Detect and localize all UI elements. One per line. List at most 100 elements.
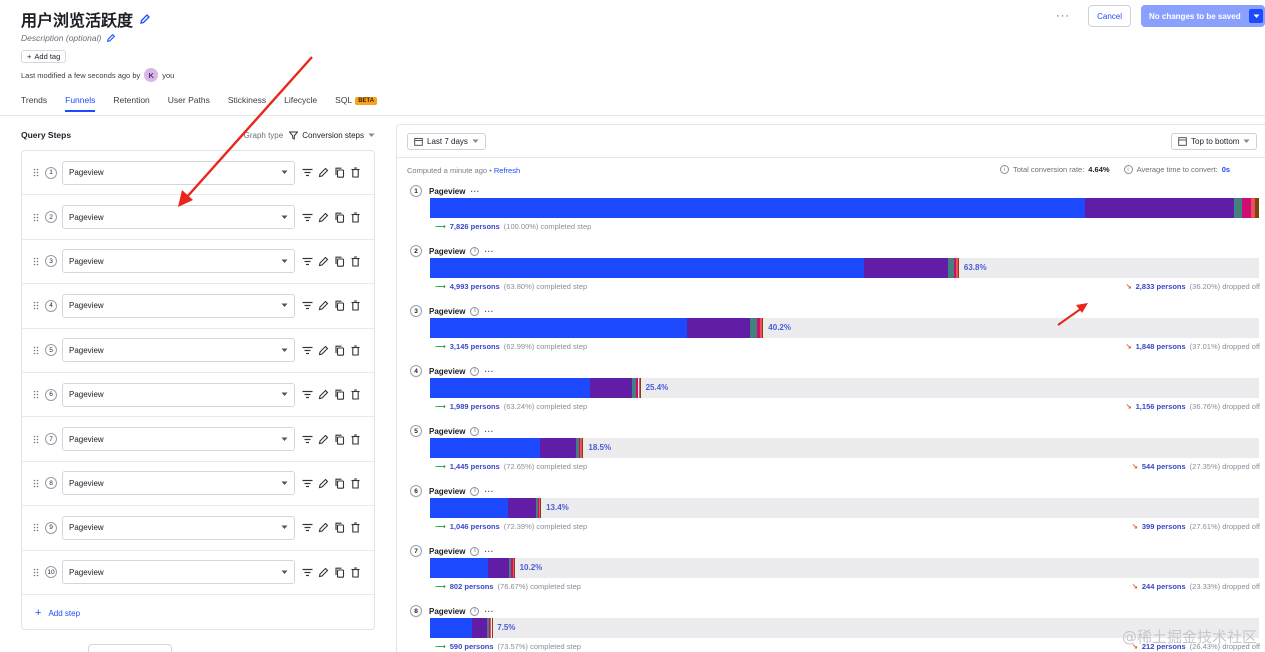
funnel-bar-segment[interactable] [538, 498, 540, 518]
edit-icon[interactable] [318, 522, 329, 533]
completed-persons[interactable]: 1,046 persons [449, 522, 500, 531]
edit-icon[interactable] [318, 345, 329, 356]
edit-icon[interactable] [318, 478, 329, 489]
edit-icon[interactable] [318, 434, 329, 445]
info-icon[interactable]: i [470, 606, 480, 616]
filter-icon[interactable] [302, 212, 313, 223]
dropped-persons[interactable]: 244 persons [1141, 582, 1186, 591]
funnel-bar-segment[interactable] [632, 378, 637, 398]
funnel-bar-segment[interactable] [636, 378, 639, 398]
funnel-bar-segment[interactable] [430, 558, 488, 578]
trash-icon[interactable] [350, 478, 361, 489]
filter-icon[interactable] [302, 300, 313, 311]
step-more-icon[interactable]: ··· [484, 246, 494, 256]
completed-persons[interactable]: 1,989 persons [449, 402, 500, 411]
funnel-bar-segment[interactable] [535, 498, 538, 518]
more-options-icon[interactable]: ··· [1056, 10, 1071, 22]
tab-stickiness[interactable]: Stickiness [227, 95, 267, 105]
dropped-persons[interactable]: 212 persons [1141, 642, 1186, 651]
funnel-bar-segment[interactable] [956, 258, 958, 278]
funnel-bar-segment[interactable] [578, 438, 581, 458]
edit-icon[interactable] [318, 389, 329, 400]
trash-icon[interactable] [350, 300, 361, 311]
step-more-icon[interactable]: ··· [484, 306, 494, 316]
edit-icon[interactable] [318, 300, 329, 311]
info-icon[interactable]: i [1123, 165, 1133, 174]
funnel-bar-segment[interactable] [575, 438, 579, 458]
dropped-persons[interactable]: 1,848 persons [1135, 342, 1186, 351]
add-step-button[interactable]: + Add step [35, 607, 80, 619]
filter-icon[interactable] [302, 478, 313, 489]
duplicate-icon[interactable] [334, 522, 345, 534]
funnel-bar-segment[interactable] [749, 318, 757, 338]
tab-lifecycle[interactable]: Lifecycle [284, 95, 318, 105]
step-more-icon[interactable]: ··· [484, 486, 494, 496]
step-more-icon[interactable]: ··· [484, 366, 494, 376]
drag-handle-icon[interactable] [33, 168, 39, 177]
funnel-bar-segment[interactable] [957, 258, 959, 278]
filter-icon[interactable] [302, 567, 313, 578]
edit-icon[interactable] [318, 212, 329, 223]
info-icon[interactable]: i [470, 486, 480, 496]
trash-icon[interactable] [350, 256, 361, 267]
funnel-bar-segment[interactable] [540, 498, 542, 518]
trash-icon[interactable] [350, 212, 361, 223]
funnel-bar-segment[interactable] [590, 378, 633, 398]
duplicate-icon[interactable] [334, 478, 345, 489]
edit-title-icon[interactable] [139, 13, 151, 25]
edit-description-icon[interactable] [106, 33, 116, 43]
info-icon[interactable]: i [470, 246, 480, 256]
event-select[interactable]: Pageview [62, 427, 295, 452]
date-range-select[interactable]: Last 7 days [407, 133, 486, 150]
trash-icon[interactable] [350, 567, 361, 578]
step-more-icon[interactable]: ··· [470, 186, 480, 196]
edit-icon[interactable] [318, 167, 329, 178]
filter-icon[interactable] [302, 389, 313, 400]
funnel-bar-segment[interactable] [430, 258, 864, 278]
info-icon[interactable]: i [470, 546, 480, 556]
bottom-control[interactable] [88, 644, 172, 652]
info-icon[interactable]: i [470, 306, 480, 316]
trash-icon[interactable] [350, 167, 361, 178]
dropped-persons[interactable]: 2,833 persons [1135, 282, 1186, 291]
refresh-link[interactable]: Refresh [493, 166, 521, 175]
completed-persons[interactable]: 4,993 persons [449, 282, 500, 291]
trash-icon[interactable] [350, 433, 361, 445]
drag-handle-icon[interactable] [33, 301, 39, 310]
filter-icon[interactable] [302, 522, 313, 533]
funnel-bar-segment[interactable] [430, 198, 1085, 218]
step-more-icon[interactable]: ··· [484, 546, 494, 556]
step-more-icon[interactable]: ··· [484, 426, 494, 436]
event-select[interactable]: Pageview [62, 160, 295, 185]
step-more-icon[interactable]: ··· [484, 606, 494, 616]
funnel-bar-segment[interactable] [513, 558, 515, 578]
event-select[interactable]: Pageview [62, 471, 295, 496]
tab-retention[interactable]: Retention [113, 95, 150, 105]
funnel-bar-segment[interactable] [1242, 198, 1251, 218]
funnel-bar-segment[interactable] [639, 378, 641, 398]
add-tag-button[interactable]: + Add tag [21, 50, 67, 63]
insight-title[interactable]: 用户浏览活跃度 [21, 11, 134, 30]
funnel-bar-segment[interactable] [537, 498, 539, 518]
trash-icon[interactable] [350, 522, 361, 533]
description-placeholder[interactable]: Description (optional) [21, 33, 102, 43]
funnel-bar-segment[interactable] [491, 618, 493, 638]
drag-handle-icon[interactable] [33, 257, 39, 266]
info-icon[interactable]: i [470, 426, 480, 436]
dropped-persons[interactable]: 1,156 persons [1135, 402, 1186, 411]
event-select[interactable]: Pageview [62, 515, 295, 540]
funnel-bar-segment[interactable] [759, 318, 762, 338]
funnel-bar-segment[interactable] [1234, 198, 1243, 218]
duplicate-icon[interactable] [334, 567, 345, 578]
filter-icon[interactable] [302, 434, 313, 445]
drag-handle-icon[interactable] [33, 390, 39, 399]
funnel-bar-segment[interactable] [507, 498, 536, 518]
funnel-bar-segment[interactable] [638, 378, 640, 398]
filter-icon[interactable] [302, 167, 313, 178]
funnel-bar-segment[interactable] [863, 258, 949, 278]
funnel-bar-segment[interactable] [581, 438, 584, 458]
info-icon[interactable]: i [1000, 165, 1009, 174]
funnel-bar-segment[interactable] [540, 438, 576, 458]
trash-icon[interactable] [350, 389, 361, 400]
tab-user-paths[interactable]: User Paths [167, 95, 210, 105]
